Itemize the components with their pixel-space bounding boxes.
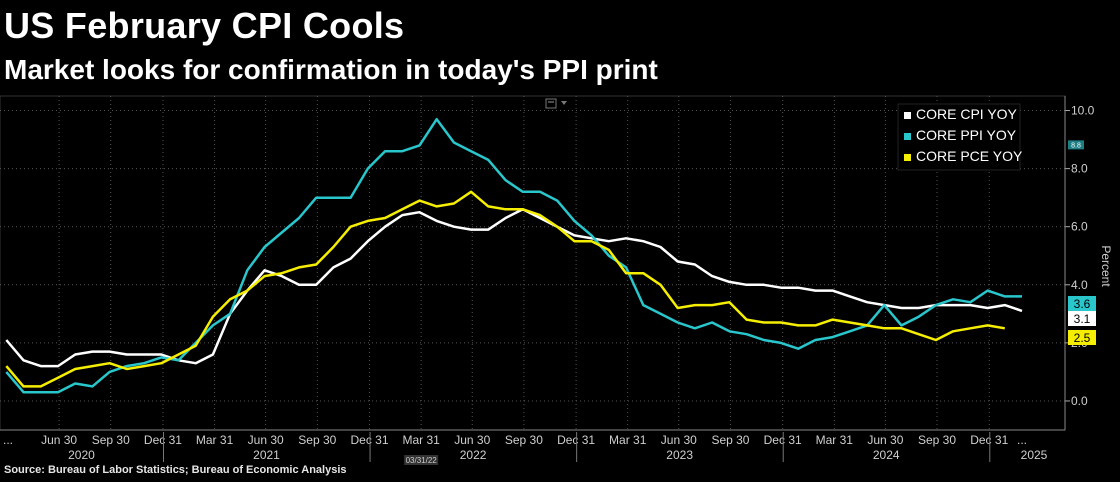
legend-swatch <box>904 133 911 140</box>
x-tick-label: Mar 31 <box>402 433 440 447</box>
legend-swatch <box>904 154 911 161</box>
date-marker-badge <box>404 455 439 465</box>
y-tick-label: 8.0 <box>1071 162 1088 176</box>
y-tick-label: 0.0 <box>1071 394 1088 408</box>
x-tick-label: Jun 30 <box>867 433 903 447</box>
side-marker-text: 8.8 <box>1071 142 1081 149</box>
x-tick-label: Sep 30 <box>711 433 749 447</box>
series-line-1 <box>5 117 1022 394</box>
x-tick-label: Sep 30 <box>298 433 336 447</box>
y-axis-label: Percent <box>1099 245 1113 287</box>
year-label: 2020 <box>68 448 95 462</box>
chart-title: US February CPI Cools <box>4 5 405 46</box>
x-tick-label: Sep 30 <box>918 433 956 447</box>
legend-entry: CORE PPI YOY <box>916 127 1017 143</box>
y-tick-label: 10.0 <box>1071 104 1095 118</box>
y-tick-label: 4.0 <box>1071 278 1088 292</box>
last-value-text: 3.6 <box>1074 297 1091 311</box>
last-value-badge <box>1068 330 1096 345</box>
side-marker <box>1068 140 1084 150</box>
x-tick-label: Mar 31 <box>816 433 854 447</box>
value-labels: 3.63.1 2.5 8.8 03/31/22 <box>404 98 1096 465</box>
chevron-down-icon[interactable] <box>561 101 567 105</box>
x-tick-label: Sep 30 <box>92 433 130 447</box>
x-tick-label: Jun 30 <box>661 433 697 447</box>
x-tick-label: Jun 30 <box>454 433 490 447</box>
series-lines <box>5 117 1023 394</box>
series-line-2 <box>5 190 1006 388</box>
date-marker-text: 03/31/22 <box>406 456 438 465</box>
legend-box <box>897 103 1021 171</box>
last-value-badge <box>1068 311 1096 326</box>
x-tick-label: ... <box>3 433 13 447</box>
menu-icon[interactable] <box>545 98 557 109</box>
chart-subtitle: Market looks for confirmation in today's… <box>4 54 658 85</box>
x-tick-label: Jun 30 <box>41 433 77 447</box>
last-value-badge <box>1068 296 1096 311</box>
legend: CORE CPI YOY CORE PPI YOY CORE PCE YOY <box>897 103 1023 171</box>
x-tick-label: Sep 30 <box>505 433 543 447</box>
x-tick-label: Mar 31 <box>609 433 647 447</box>
last-value-text: 2.5 <box>1074 331 1091 345</box>
source-note: Source: Bureau of Labor Statistics; Bure… <box>4 464 347 476</box>
x-tick-label: ... <box>1017 433 1027 447</box>
year-label: 2022 <box>460 448 487 462</box>
legend-entry: CORE CPI YOY <box>916 106 1018 122</box>
legend-entry: CORE PCE YOY <box>916 148 1023 164</box>
series-line-0 <box>5 208 1023 368</box>
year-label: 2023 <box>666 448 693 462</box>
legend-swatch <box>904 112 911 119</box>
x-tick-label: Mar 31 <box>196 433 234 447</box>
year-label: 2024 <box>873 448 900 462</box>
y-tick-label: 6.0 <box>1071 220 1088 234</box>
year-label: 2021 <box>253 448 280 462</box>
year-label: 2025 <box>1021 448 1048 462</box>
x-tick-label: Jun 30 <box>248 433 284 447</box>
last-value-text: 3.1 <box>1074 312 1091 326</box>
